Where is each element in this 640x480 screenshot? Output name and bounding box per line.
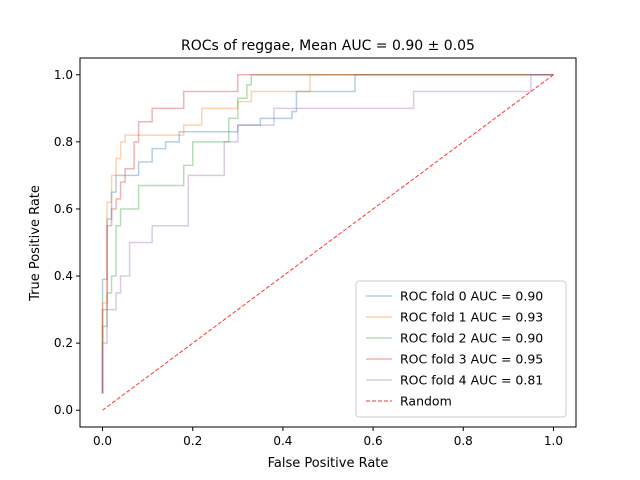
x-tick-label: 1.0 [544, 434, 563, 448]
random-baseline-line [102, 74, 554, 411]
legend-label: ROC fold 1 AUC = 0.93 [400, 310, 543, 325]
x-tick-label: 0.0 [93, 434, 112, 448]
roc-fold-2-line [101, 74, 554, 394]
legend: ROC fold 0 AUC = 0.90 ROC fold 1 AUC = 0.… [355, 280, 567, 418]
x-tick-label: 0.6 [364, 434, 383, 448]
legend-label: Random [400, 394, 452, 409]
y-tick-label: 0.2 [54, 336, 73, 350]
y-tick-label: 0.6 [54, 202, 73, 216]
y-tick-label: 0.0 [54, 403, 73, 417]
legend-box [355, 280, 567, 418]
legend-label: ROC fold 4 AUC = 0.81 [400, 373, 543, 388]
x-tick-label: 0.8 [454, 434, 473, 448]
roc-fold-4-line [101, 74, 554, 394]
plot-area [101, 74, 554, 411]
y-tick-label: 0.8 [54, 135, 73, 149]
legend-label: ROC fold 3 AUC = 0.95 [400, 352, 543, 367]
x-tick-label: 0.4 [273, 434, 292, 448]
roc-fold-0-line [101, 74, 554, 394]
legend-label: ROC fold 2 AUC = 0.90 [400, 331, 543, 346]
y-tick-label: 1.0 [54, 68, 73, 82]
legend-label: ROC fold 0 AUC = 0.90 [400, 289, 543, 304]
axes-frame [79, 57, 577, 428]
y-axis: 0.0 0.2 0.4 0.6 0.8 1.0 [54, 68, 80, 417]
roc-fold-1-line [101, 74, 554, 394]
chart-title: ROCs of reggae, Mean AUC = 0.90 ± 0.05 [181, 38, 475, 54]
y-axis-label: True Positive Rate [28, 185, 43, 302]
roc-fold-3-line [101, 74, 554, 394]
x-tick-label: 0.2 [183, 434, 202, 448]
y-tick-label: 0.4 [54, 269, 73, 283]
x-axis-label: False Positive Rate [268, 456, 389, 471]
x-axis: 0.0 0.2 0.4 0.6 0.8 1.0 [93, 427, 563, 448]
